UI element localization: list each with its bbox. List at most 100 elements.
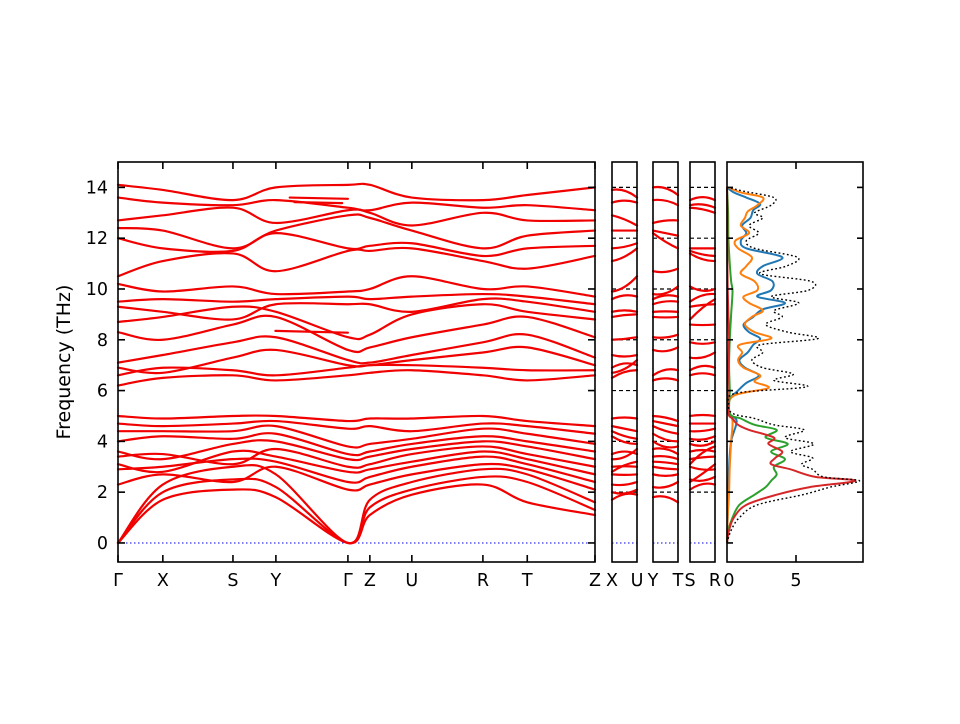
dos-total-curve [726,186,861,544]
band-curve [116,345,597,375]
segment-band-curve [651,198,680,207]
band-curve [116,275,597,298]
kpoint-label: X [157,571,169,591]
dos-panel-frame [726,161,864,563]
segment-band-curve [688,341,717,345]
segment-band-curve [610,480,639,487]
band-curve [116,232,597,258]
segment-band-curve [651,300,680,306]
segment-band-curve [651,294,680,301]
segment-panel-XU-frame [611,161,638,563]
band-curve [116,463,597,545]
segment-band-curve [651,440,680,449]
segment-band-curve [688,195,717,202]
segment-band-curve [651,455,680,461]
dos-partial-red-curve [726,187,857,544]
kpoint-label: Γ [113,571,123,591]
segment-band-curve [651,425,680,435]
segment-band-curve [688,292,717,303]
segment-band-curve [610,294,639,301]
band-curve [116,449,597,476]
dos-x-tick-label: 5 [790,571,801,591]
segment-band-curve [610,188,639,199]
segment-band-curve [688,351,717,360]
band-curve [116,182,597,202]
y-tick-label: 8 [97,331,108,351]
band-curve [116,246,597,278]
segment-band-curve [651,368,680,377]
segment-band-curve [651,465,680,471]
band-curve-segment [288,196,350,200]
band-curve [116,196,597,212]
main-band-panel-frame [117,161,596,563]
y-tick-label: 14 [86,178,108,198]
band-curve [116,432,597,457]
segment-band-curve [688,427,717,433]
segment-band-curve [610,450,639,456]
segment-band-curve [651,460,680,466]
segment-band-curve [610,492,639,501]
segment-band-curve [688,298,717,321]
kpoint-label: T [521,571,533,591]
segment-kpoint-label: U [631,571,644,591]
segment-band-curve [610,473,639,476]
segment-band-curve [651,185,680,197]
segment-band-curve [688,440,717,447]
band-curve [116,314,597,354]
segment-band-curve [610,247,639,263]
segment-band-curve [610,488,639,495]
segment-kpoint-label: Y [647,571,659,591]
segment-kpoint-label: T [672,571,684,591]
segment-band-curve [610,313,639,319]
segment-band-curve [651,447,680,456]
band-curve [116,462,597,492]
segment-band-curve [651,432,680,443]
band-curve [116,483,597,545]
segment-band-curve [610,362,639,369]
segment-band-curve [651,285,680,296]
kpoint-label: Z [589,571,601,591]
segment-band-curve [688,249,717,258]
y-tick-label: 4 [97,432,108,452]
segment-kpoint-label: X [606,571,618,591]
segment-band-curve [610,369,639,379]
segment-band-curve [651,315,680,319]
segment-band-curve [610,425,639,433]
band-curve [116,303,597,341]
segment-kpoint-label: S [684,571,695,591]
segment-band-curve [651,219,680,225]
segment-band-curve [688,463,717,484]
segment-band-curve [688,445,717,466]
band-curve [116,292,597,306]
segment-panel-YT-frame [652,161,679,563]
y-axis-title: Frequency (THz) [53,285,75,440]
segment-band-curve [688,455,717,461]
band-curve [116,414,597,428]
segment-band-curve [610,435,639,446]
band-curve [116,213,597,250]
segment-band-curve [610,447,639,461]
segment-band-curve [651,473,680,477]
segment-band-curve [688,203,717,209]
kpoint-label: Γ [343,571,353,591]
y-tick-label: 6 [97,382,108,402]
y-tick-label: 0 [97,534,108,554]
kpoint-label: U [405,571,418,591]
segment-band-curve [688,323,717,327]
segment-band-curve [610,416,639,420]
segment-band-curve [651,333,680,339]
segment-band-curve [688,413,717,418]
segment-band-curve [610,460,639,473]
segment-band-curve [651,310,680,313]
dos-partial-orange-curve [726,186,773,543]
segment-band-curve [688,435,717,441]
segment-band-curve [651,495,680,504]
band-curve [116,333,597,365]
band-curve [116,369,597,387]
segment-band-curve [610,358,639,374]
dos-partial-green-curve [726,187,789,544]
band-curve [116,445,597,469]
segment-band-curve [688,482,717,491]
